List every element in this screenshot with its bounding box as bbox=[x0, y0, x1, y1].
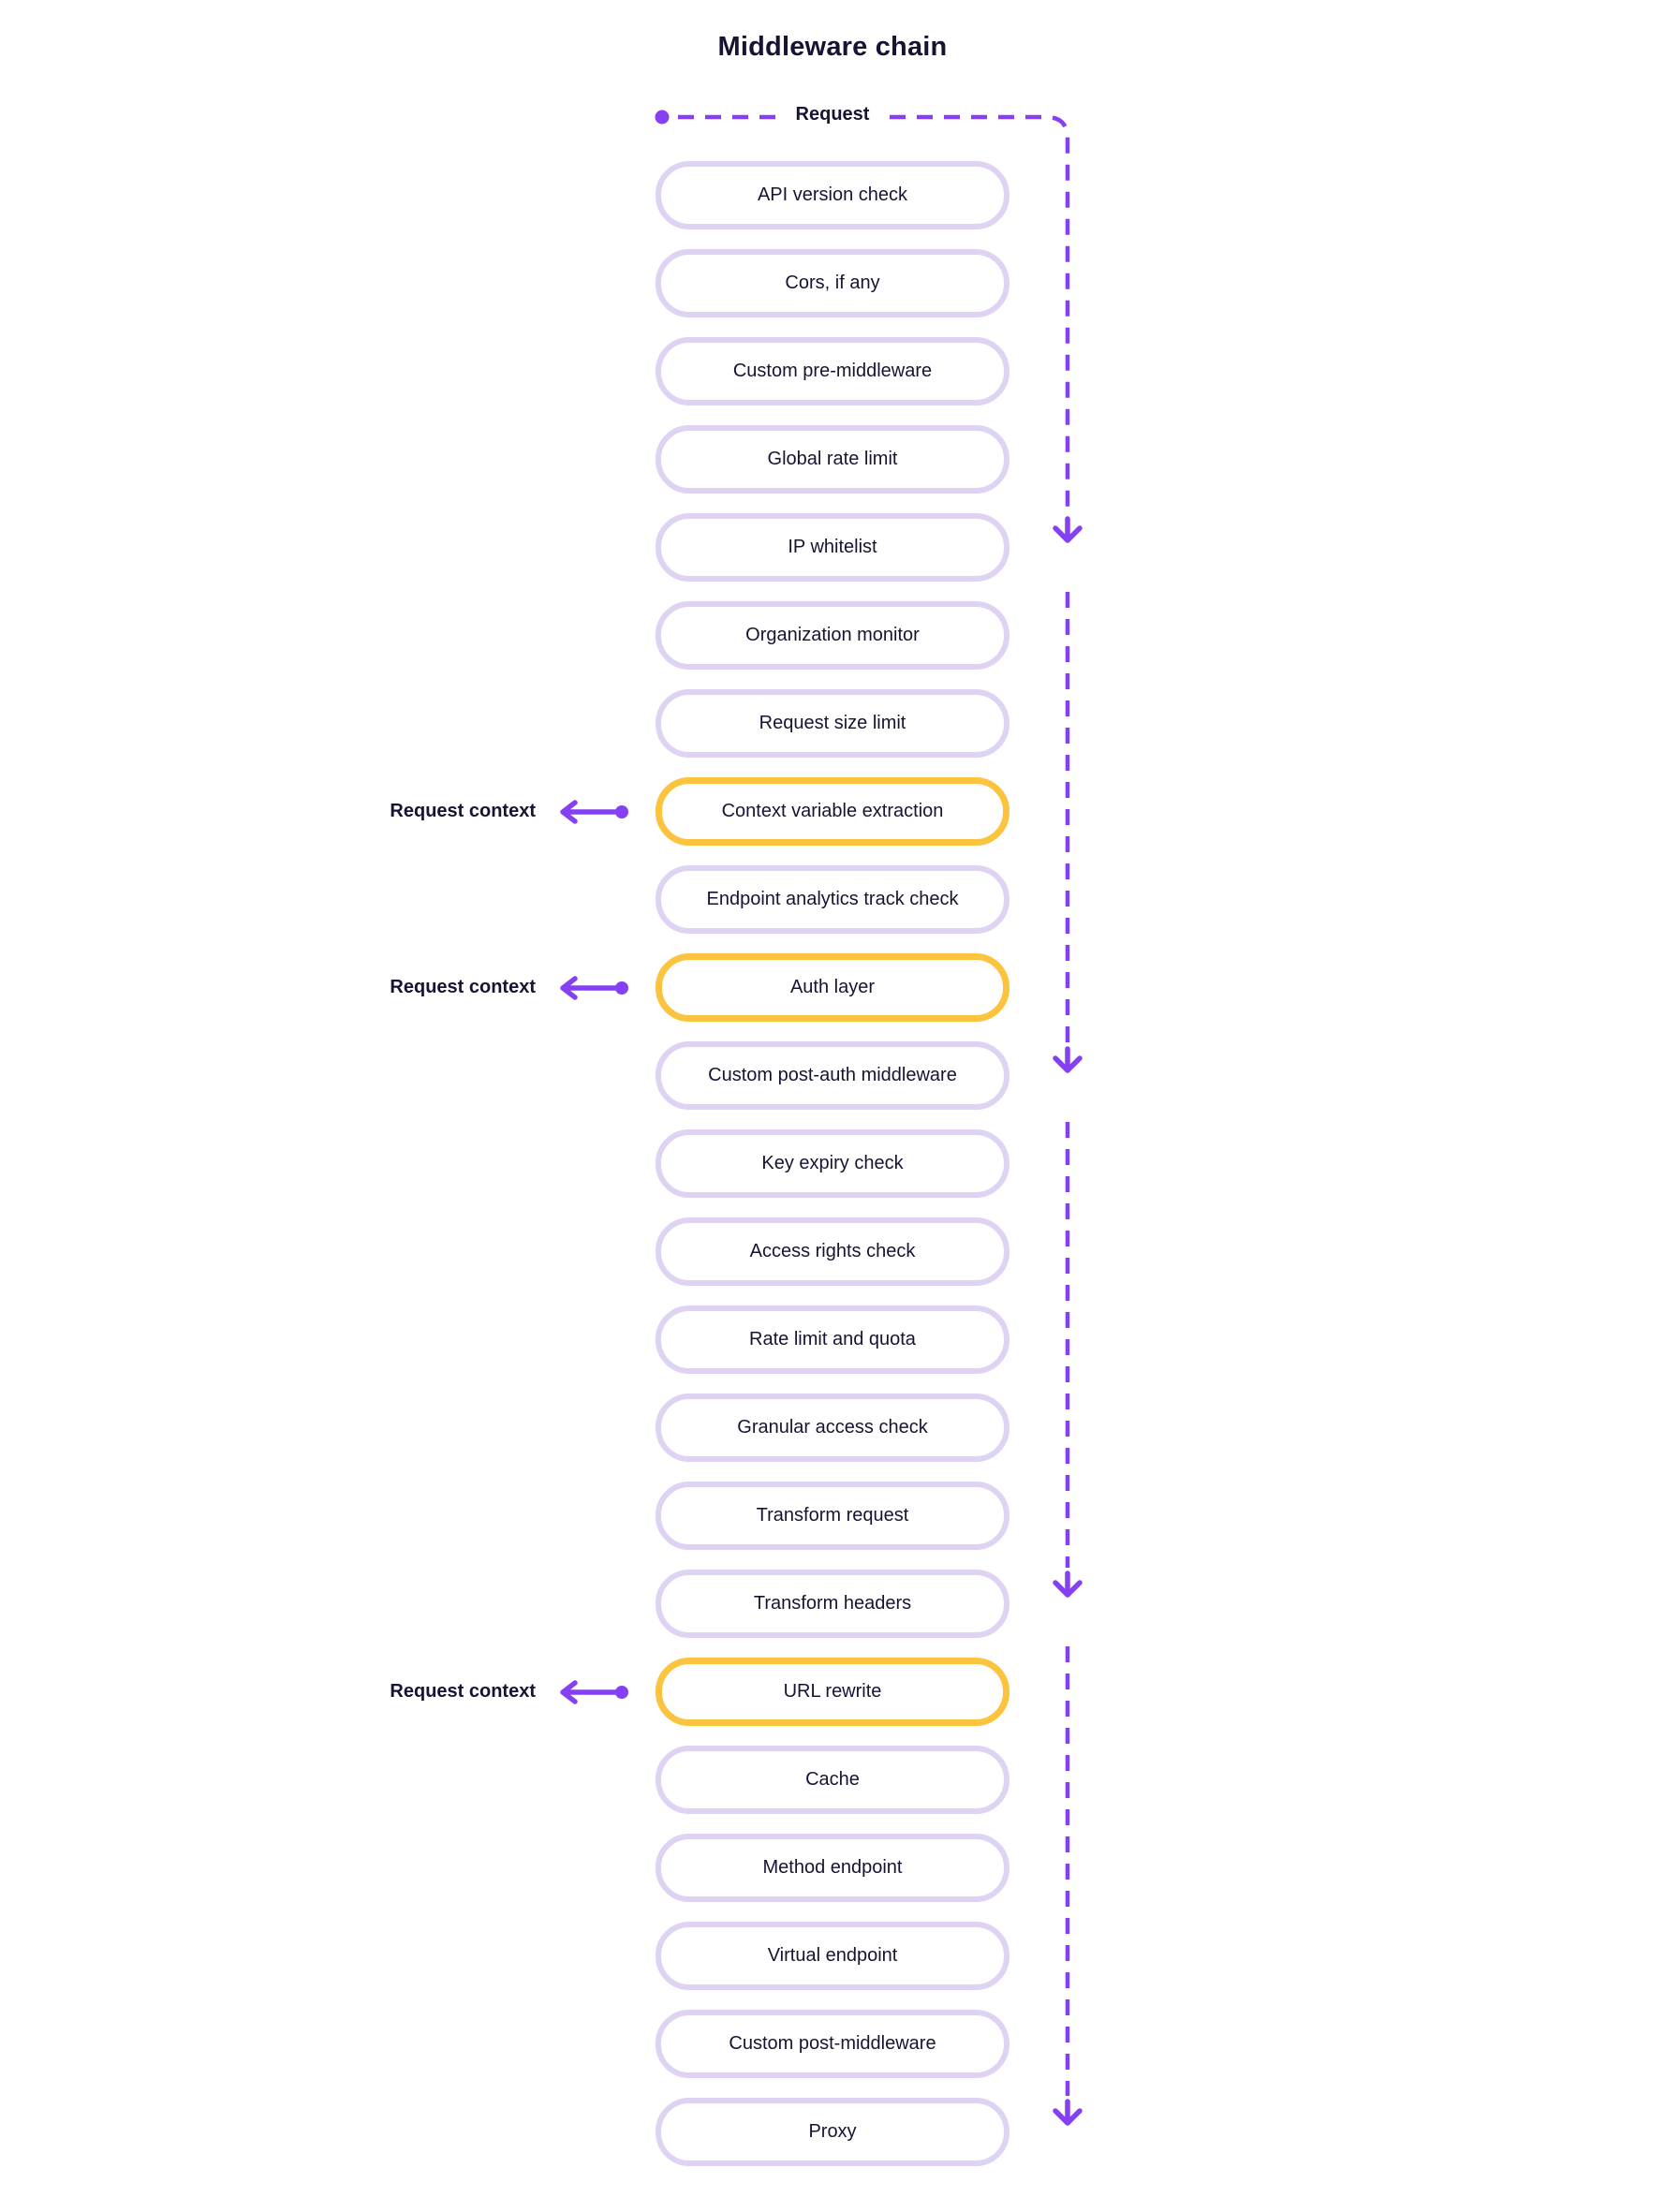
step-ip-whitelist: IP whitelist bbox=[656, 513, 1009, 582]
flow-arrowhead-3 bbox=[1053, 1571, 1083, 1598]
step-custom-post-middleware: Custom post-middleware bbox=[656, 2010, 1009, 2078]
step-organization-monitor: Organization monitor bbox=[656, 601, 1009, 670]
step-auth-layer: Auth layer bbox=[656, 953, 1009, 1022]
step-granular-access-check: Granular access check bbox=[656, 1394, 1009, 1462]
page-title: Middleware chain bbox=[717, 32, 948, 62]
step-cors-if-any: Cors, if any bbox=[656, 249, 1009, 317]
left-arrow-icon bbox=[560, 1679, 628, 1704]
step-cache: Cache bbox=[656, 1746, 1009, 1814]
request-context-label: Request context bbox=[390, 977, 536, 997]
flow-arrowhead-2 bbox=[1053, 1046, 1083, 1073]
step-rate-limit-and-quota: Rate limit and quota bbox=[656, 1305, 1009, 1374]
step-transform-request: Transform request bbox=[656, 1482, 1009, 1550]
step-request-size-limit: Request size limit bbox=[656, 689, 1009, 758]
step-method-endpoint: Method endpoint bbox=[656, 1834, 1009, 1902]
step-virtual-endpoint: Virtual endpoint bbox=[656, 1922, 1009, 1990]
middleware-steps: API version check Cors, if any Custom pr… bbox=[656, 161, 1009, 2166]
request-context-annotation-2: Request context bbox=[281, 970, 629, 1005]
step-key-expiry-check: Key expiry check bbox=[656, 1129, 1009, 1198]
step-context-variable-extraction: Context variable extraction bbox=[656, 777, 1009, 846]
step-endpoint-analytics-track-check: Endpoint analytics track check bbox=[656, 865, 1009, 934]
step-access-rights-check: Access rights check bbox=[656, 1217, 1009, 1286]
step-custom-post-auth-middleware: Custom post-auth middleware bbox=[656, 1041, 1009, 1110]
left-arrow-icon bbox=[560, 799, 628, 824]
flow-arrowhead-4 bbox=[1053, 2099, 1083, 2126]
step-api-version-check: API version check bbox=[656, 161, 1009, 229]
request-context-label: Request context bbox=[390, 801, 536, 821]
step-global-rate-limit: Global rate limit bbox=[656, 425, 1009, 494]
flow-arrowhead-1 bbox=[1053, 516, 1083, 543]
request-context-annotation-3: Request context bbox=[281, 1674, 629, 1709]
step-custom-pre-middleware: Custom pre-middleware bbox=[656, 337, 1009, 406]
request-label: Request bbox=[795, 104, 870, 125]
left-arrow-icon bbox=[560, 975, 628, 1000]
request-context-annotation-1: Request context bbox=[281, 794, 629, 829]
request-context-label: Request context bbox=[390, 1681, 536, 1702]
step-proxy: Proxy bbox=[656, 2098, 1009, 2166]
step-transform-headers: Transform headers bbox=[656, 1570, 1009, 1638]
step-url-rewrite: URL rewrite bbox=[656, 1658, 1009, 1726]
